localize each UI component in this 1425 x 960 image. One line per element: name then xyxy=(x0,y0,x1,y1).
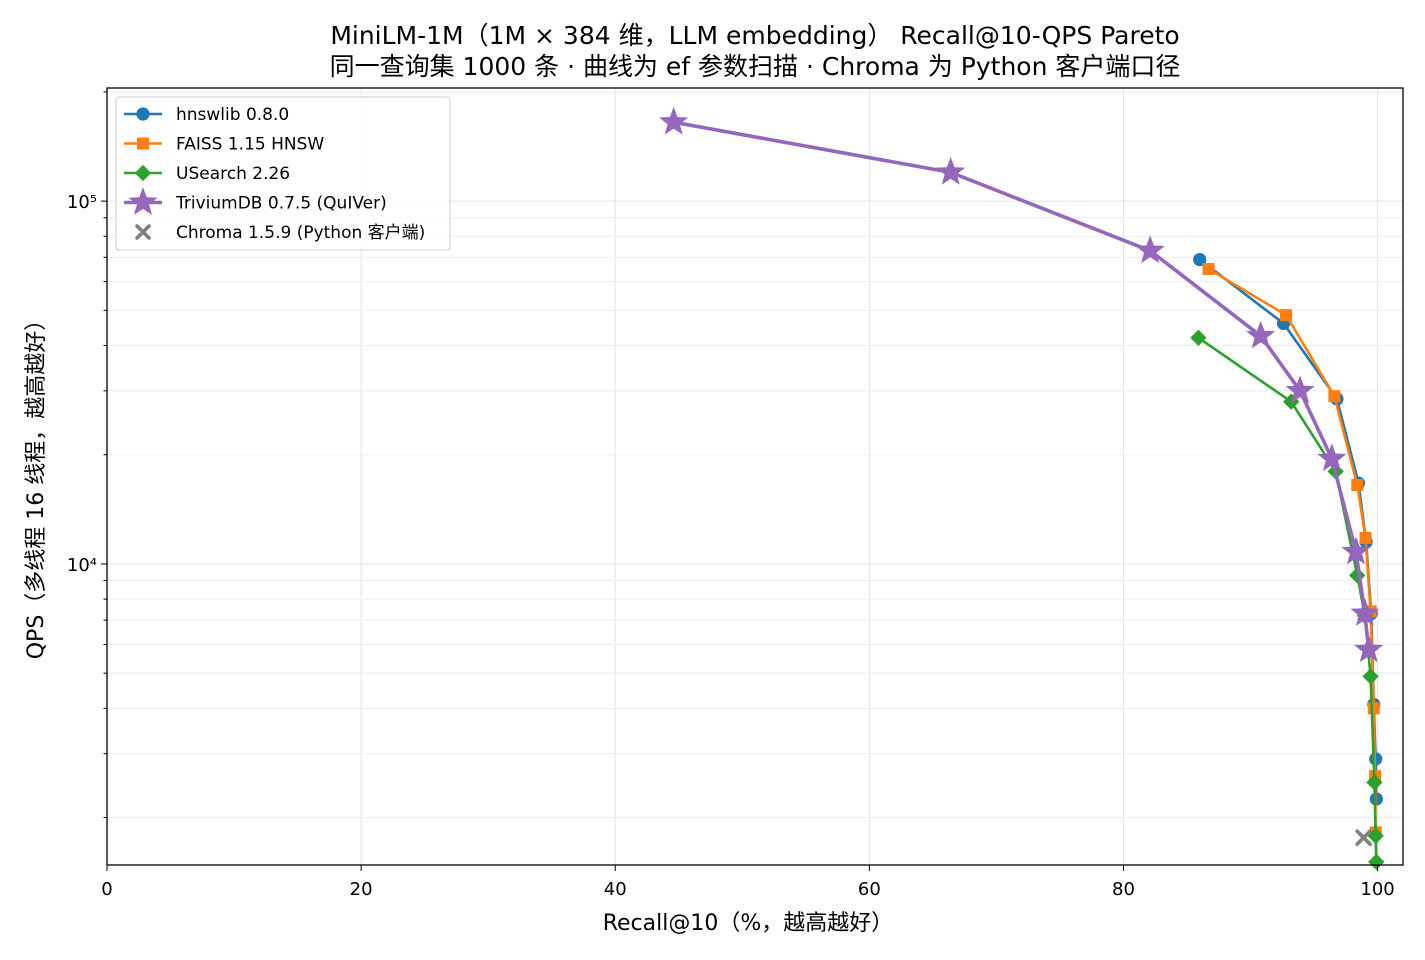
data-point xyxy=(1351,479,1364,492)
y-axis-label: QPS（多线程 16 线程，越高越好） xyxy=(24,309,49,660)
legend-item-1: FAISS 1.15 HNSW xyxy=(124,135,324,155)
data-point xyxy=(1328,390,1341,403)
data-point xyxy=(1202,262,1215,275)
y-tick-label: 10⁴ xyxy=(67,555,97,576)
x-tick-label: 20 xyxy=(350,879,373,900)
data-point xyxy=(1285,375,1315,404)
x-axis-label: Recall@10（%，越高越好） xyxy=(603,911,894,936)
series-3 xyxy=(659,106,1384,663)
data-point xyxy=(1283,393,1300,410)
data-point xyxy=(1359,531,1372,544)
legend-item-0: hnswlib 0.8.0 xyxy=(124,105,289,125)
legend-label: TriviumDB 0.7.5 (QuIVer) xyxy=(175,194,387,214)
plot-frame xyxy=(106,87,1404,866)
data-point xyxy=(659,106,689,135)
data-point xyxy=(128,187,158,215)
data-point xyxy=(1246,320,1276,349)
chart-title: MiniLM-1M（1M × 384 维，LLM embedding） Reca… xyxy=(330,21,1179,50)
legend-label: hnswlib 0.8.0 xyxy=(176,105,289,125)
data-point xyxy=(1367,702,1380,715)
x-tick-label: 80 xyxy=(1112,879,1135,900)
data-point xyxy=(135,224,151,240)
legend-item-4: Chroma 1.5.9 (Python 客户端) xyxy=(135,223,425,243)
y-tick-label: 10⁵ xyxy=(67,192,97,213)
data-point xyxy=(1193,252,1207,267)
series-4 xyxy=(1355,829,1372,846)
x-tick-label: 100 xyxy=(1360,879,1394,900)
grid xyxy=(106,88,1403,865)
legend: hnswlib 0.8.0 FAISS 1.15 HNSW USearch 2.26… xyxy=(115,96,451,251)
legend-item-2: USearch 2.26 xyxy=(124,164,290,184)
data-point xyxy=(1190,329,1207,346)
data-point xyxy=(1368,853,1385,870)
legend-label: Chroma 1.5.9 (Python 客户端) xyxy=(176,223,425,243)
x-tick-label: 60 xyxy=(858,879,881,900)
legend-label: FAISS 1.15 HNSW xyxy=(176,135,324,155)
data-point xyxy=(1355,829,1372,846)
legend-box xyxy=(115,96,451,251)
data-point xyxy=(136,107,150,121)
series-layer xyxy=(659,106,1385,870)
data-point xyxy=(1135,235,1165,264)
x-tick-label: 40 xyxy=(604,879,627,900)
data-point xyxy=(1366,774,1383,791)
x-tick-label: 0 xyxy=(101,879,112,900)
data-point xyxy=(1349,567,1366,584)
chart-subtitle: 同一查询集 1000 条 · 曲线为 ef 参数扫描 · Chroma 为 Py… xyxy=(330,52,1181,81)
data-point xyxy=(1350,598,1380,626)
data-point xyxy=(134,164,152,182)
data-point xyxy=(1341,536,1371,565)
legend-label: USearch 2.26 xyxy=(176,164,290,184)
legend-item-3: TriviumDB 0.7.5 (QuIVer) xyxy=(124,187,387,215)
data-point xyxy=(1280,309,1293,322)
data-point xyxy=(1362,668,1379,685)
data-point xyxy=(137,137,149,150)
ticks: 0 20 40 60 80 100 10⁴ 10⁵ xyxy=(67,91,1395,900)
data-point xyxy=(1367,827,1384,845)
data-point xyxy=(1354,634,1384,663)
data-point xyxy=(936,157,966,185)
data-point xyxy=(1317,443,1347,472)
